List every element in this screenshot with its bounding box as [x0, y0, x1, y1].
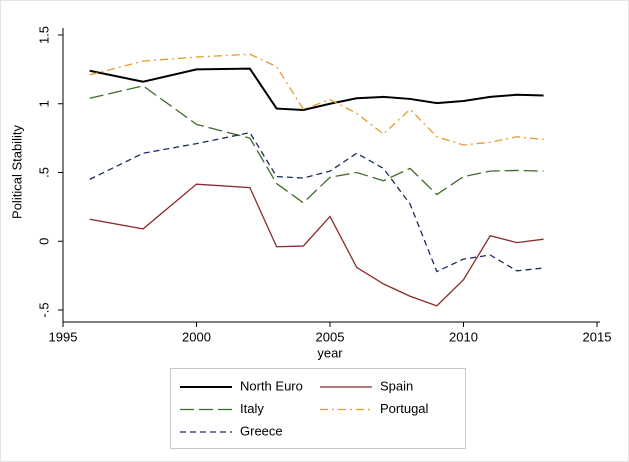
- x-axis-title: year: [317, 345, 343, 360]
- legend-label: North Euro: [240, 378, 303, 393]
- legend: [170, 368, 466, 449]
- x-tick-label: 2010: [449, 329, 478, 344]
- series-line: [89, 67, 544, 111]
- x-tick-label: 1995: [49, 329, 78, 344]
- y-tick-label: 1.5: [36, 26, 51, 44]
- series-line: [89, 85, 544, 204]
- legend-label: Portugal: [380, 401, 429, 416]
- y-tick-label: 0: [36, 238, 51, 245]
- series-line: [89, 53, 544, 146]
- x-tick-label: 2015: [583, 329, 612, 344]
- y-tick-label: 1: [36, 100, 51, 107]
- y-axis-title: Political Stability: [9, 125, 24, 219]
- y-tick-label: .5: [36, 167, 51, 178]
- legend-label: Greece: [240, 423, 283, 438]
- x-tick-label: 2000: [182, 329, 211, 344]
- y-tick-label: -.5: [36, 302, 51, 317]
- x-tick-label: 2005: [316, 329, 345, 344]
- legend-label: Italy: [240, 401, 264, 416]
- series-line: [89, 131, 544, 273]
- legend-label: Spain: [380, 378, 413, 393]
- series-line: [89, 183, 544, 307]
